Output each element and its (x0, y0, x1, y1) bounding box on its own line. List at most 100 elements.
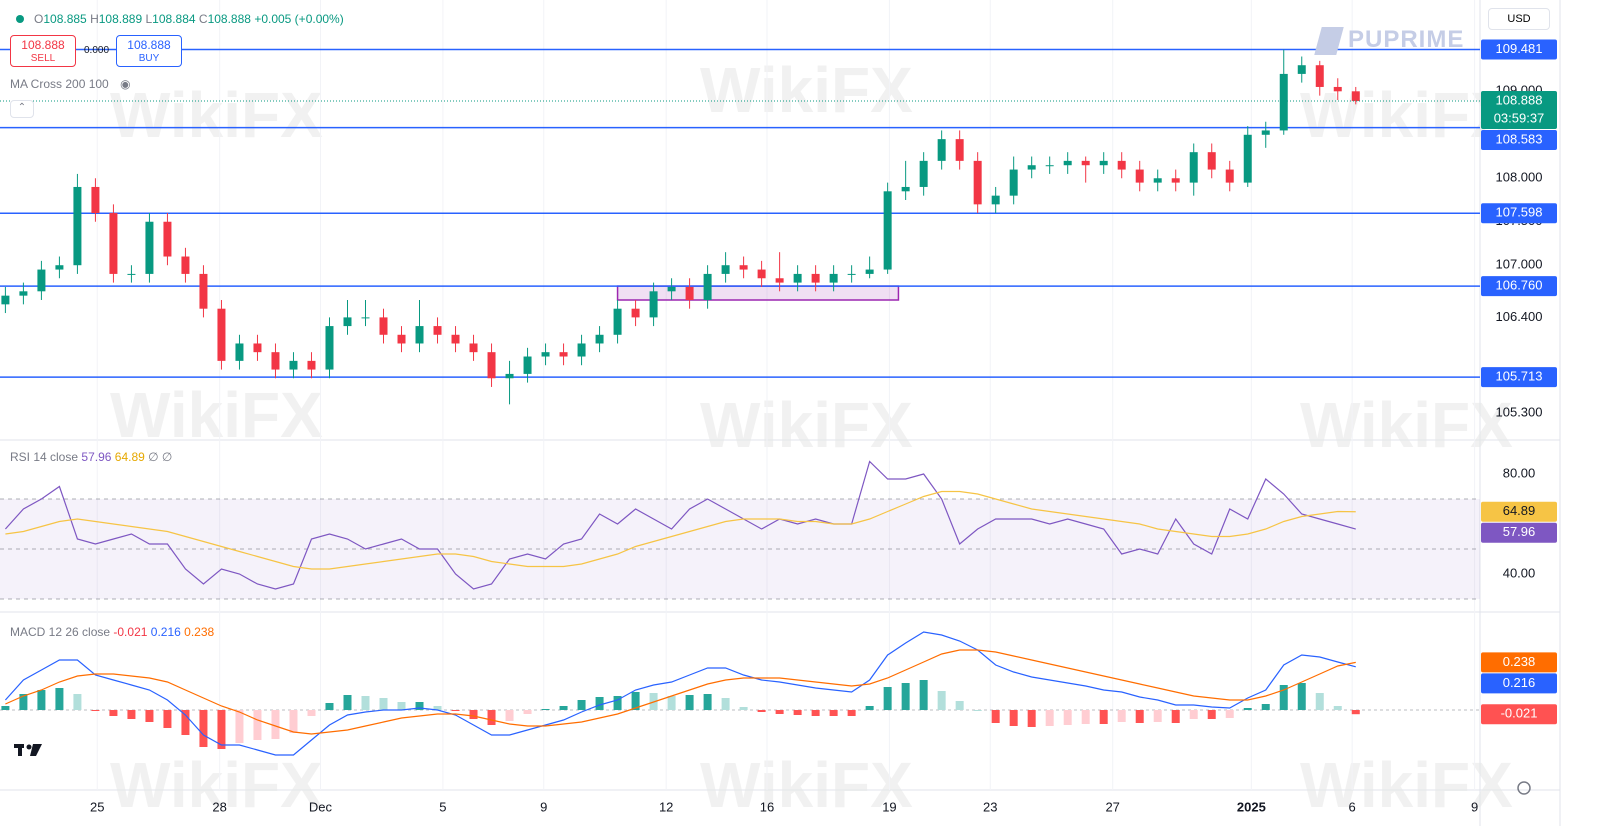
macd-line (4, 631, 1356, 756)
level-label-bg (1481, 276, 1557, 297)
histogram-bar (1063, 710, 1072, 725)
symbol-header: O108.885 H108.889 L108.884 C108.888 +0.0… (16, 12, 344, 26)
x-tick-label: 12 (659, 799, 673, 814)
ohlc-key: H (90, 12, 99, 26)
histogram-bar (235, 710, 244, 743)
level-label-bg (1481, 203, 1557, 224)
y-tick-label: 40.00 (1503, 565, 1536, 580)
last-value-label-bg (1481, 522, 1557, 543)
collapse-button[interactable]: ⌃ (10, 100, 34, 118)
watermark: WikiFX (700, 54, 913, 126)
indicator-legend: MA Cross 200 100 ◉ (10, 77, 131, 91)
histogram-bar (469, 710, 478, 719)
histogram-bar (181, 710, 190, 735)
candle-body (1225, 169, 1234, 183)
candle-body (379, 317, 388, 335)
sell-button[interactable]: 108.888 SELL (10, 35, 76, 67)
rsi-title: RSI 14 close (10, 450, 79, 464)
candle-body (1117, 160, 1126, 170)
candle-body (1135, 169, 1144, 183)
tv-logo (14, 744, 42, 756)
level-label: 105.713 (1496, 369, 1543, 384)
candle-body (1297, 65, 1306, 74)
candle-body (1261, 130, 1270, 135)
rsi-ma-value: 64.89 (114, 450, 145, 464)
buy-button[interactable]: 108.888 BUY (116, 35, 182, 67)
histogram-bar (541, 709, 550, 710)
level-label: 106.760 (1496, 278, 1543, 293)
last-value-label-bg (1481, 652, 1557, 673)
histogram-bar (1117, 710, 1126, 722)
y-tick-label: 105.300 (1496, 404, 1543, 419)
candle-body (865, 269, 874, 274)
candle-body (775, 278, 784, 283)
candle-body (829, 273, 838, 283)
histogram-bar (577, 700, 586, 710)
candle-body (1045, 165, 1054, 167)
signal-value: 0.238 (184, 625, 215, 639)
level-label-bg (1481, 367, 1557, 388)
x-tick-label: 5 (439, 799, 446, 814)
candle-body (703, 273, 712, 300)
watermark: WikiFX (700, 389, 913, 461)
level-label-bg (1481, 39, 1557, 60)
last-value-label-bg (1481, 501, 1557, 522)
candle-body (991, 195, 1000, 205)
histogram-bar (271, 710, 280, 739)
level-label: 107.598 (1496, 205, 1543, 220)
histogram-bar (757, 710, 766, 712)
candle-body (1099, 160, 1108, 166)
candle-body (19, 291, 28, 296)
last-value-label: 64.89 (1503, 503, 1536, 518)
currency-select[interactable]: USD (1488, 8, 1550, 30)
candle-body (55, 265, 64, 270)
candle-body (937, 139, 946, 161)
last-value-label: 57.96 (1503, 524, 1536, 539)
candle-body (361, 317, 370, 319)
candle-body (73, 186, 82, 266)
x-tick-label: 19 (882, 799, 896, 814)
candle-body (901, 186, 910, 192)
x-tick-label: 25 (90, 799, 104, 814)
candle-body (847, 273, 856, 275)
histogram-bar (991, 710, 1000, 723)
x-tick-label: 16 (760, 799, 774, 814)
candle-body (109, 213, 118, 274)
histogram-bar (1, 706, 10, 710)
candle-body (631, 308, 640, 318)
candle-body (181, 256, 190, 274)
histogram-bar (415, 702, 424, 710)
ohlc-value: 108.884 (152, 12, 196, 26)
x-tick-label: 6 (1349, 799, 1356, 814)
histogram-bar (631, 692, 640, 710)
y-tick-label: 106.400 (1496, 309, 1543, 324)
settings-icon[interactable] (1517, 781, 1531, 795)
histogram-bar (595, 697, 604, 710)
histogram-bar (613, 696, 622, 710)
histogram-bar (1351, 710, 1360, 715)
eye-icon[interactable]: ◉ (120, 77, 131, 91)
candle-body (883, 191, 892, 270)
candle-body (739, 265, 748, 270)
signal-line (5, 649, 1356, 735)
candle-body (757, 269, 766, 279)
histogram-bar (1315, 693, 1324, 710)
candle-body (1153, 178, 1162, 183)
candle-body (1351, 91, 1360, 102)
x-tick-label: Dec (309, 799, 333, 814)
histogram-bar (739, 707, 748, 710)
brand-text: PUPRIME (1348, 26, 1465, 53)
histogram-bar (127, 710, 136, 719)
watermark: WikiFX (110, 379, 323, 451)
histogram-bar (1297, 683, 1306, 710)
histogram-bar (37, 690, 46, 710)
candle-body (721, 265, 730, 274)
macd-title: MACD 12 26 close (10, 625, 111, 639)
candle-body (199, 273, 208, 309)
x-tick-label: 9 (540, 799, 547, 814)
histogram-bar (1225, 710, 1234, 718)
histogram-bar (829, 710, 838, 716)
ohlc-key: C (198, 12, 208, 26)
candle-body (163, 221, 172, 257)
